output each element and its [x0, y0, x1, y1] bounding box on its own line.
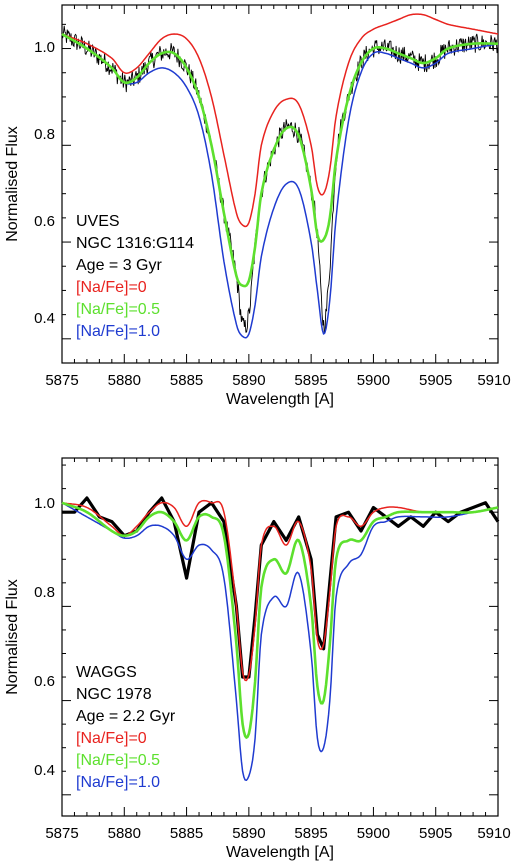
legend-series-nafe-0: [Na/Fe]=0 [76, 730, 147, 747]
legend-line-instrument: WAGGS [76, 664, 137, 681]
legend-series-nafe-10: [Na/Fe]=1.0 [76, 323, 160, 340]
observed-spectrum-line [62, 496, 500, 679]
y-tick-label: 1.0 [34, 39, 55, 56]
model-nafe-05-line [61, 501, 499, 739]
x-tick-label: 5905 [419, 372, 452, 389]
x-tick-label: 5910 [477, 825, 510, 842]
legend-line-age: Age = 3 Gyr [76, 257, 162, 274]
panel-bottom-y-axis-title: Normalised Flux [4, 579, 21, 695]
panel-bottom-x-axis-title: Wavelength [A] [226, 844, 334, 861]
legend-series-nafe-05: [Na/Fe]=0.5 [76, 752, 160, 769]
y-tick-label: 0.6 [34, 213, 55, 230]
panel-bottom-y-tick-labels: 0.4 0.6 0.8 1.0 [34, 495, 55, 779]
y-tick-label: 0.6 [34, 673, 55, 690]
x-tick-label: 5900 [357, 372, 390, 389]
panel-top-y-axis-title: Normalised Flux [4, 126, 21, 242]
model-nafe-05-line [61, 32, 499, 288]
x-tick-label: 5885 [170, 825, 203, 842]
x-tick-label: 5880 [108, 825, 141, 842]
panel-top-y-tick-labels: 0.4 0.6 0.8 1.0 [34, 39, 55, 327]
legend-series-nafe-10: [Na/Fe]=1.0 [76, 774, 160, 791]
x-tick-label: 5885 [170, 372, 203, 389]
model-nafe-10-line [61, 33, 499, 339]
x-tick-label: 5890 [232, 825, 265, 842]
legend-line-cluster: NGC 1978 [76, 686, 152, 703]
panel-top-legend: UVES NGC 1316:G114 Age = 3 Gyr [Na/Fe]=0… [76, 213, 194, 340]
panel-bottom-x-tick-labels: 5875 5880 5885 5890 5895 5900 5905 5910 [45, 825, 510, 842]
panel-top-ticks [61, 5, 499, 364]
x-tick-label: 5905 [419, 825, 452, 842]
panel-bottom: 5875 5880 5885 5890 5895 5900 5905 5910 … [4, 457, 511, 861]
model-nafe-10-line [61, 502, 499, 782]
panel-top: 5875 5880 5885 5890 5895 5900 5905 5910 … [4, 4, 511, 408]
y-tick-label: 0.4 [34, 762, 55, 779]
x-tick-label: 5895 [294, 825, 327, 842]
y-tick-label: 0.8 [34, 584, 55, 601]
model-nafe-0-line [61, 13, 499, 228]
x-tick-label: 5900 [357, 825, 390, 842]
panel-bottom-frame [61, 457, 499, 817]
x-tick-label: 5895 [294, 372, 327, 389]
x-tick-label: 5890 [232, 372, 265, 389]
x-tick-label: 5875 [45, 372, 78, 389]
legend-series-nafe-0: [Na/Fe]=0 [76, 279, 147, 296]
legend-line-cluster: NGC 1316:G114 [76, 235, 194, 252]
panel-bottom-ticks [61, 458, 499, 816]
panel-top-x-tick-labels: 5875 5880 5885 5890 5895 5900 5905 5910 [45, 372, 510, 389]
y-tick-label: 0.8 [34, 126, 55, 143]
panel-top-frame [61, 4, 499, 364]
legend-line-age: Age = 2.2 Gyr [76, 708, 176, 725]
y-tick-label: 0.4 [34, 310, 55, 327]
y-tick-label: 1.0 [34, 495, 55, 512]
model-nafe-0-line [61, 499, 499, 682]
panel-bottom-lines [61, 496, 500, 782]
x-tick-label: 5880 [108, 372, 141, 389]
panel-bottom-legend: WAGGS NGC 1978 Age = 2.2 Gyr [Na/Fe]=0 [… [76, 664, 176, 791]
legend-line-instrument: UVES [76, 213, 120, 230]
x-tick-label: 5875 [45, 825, 78, 842]
legend-series-nafe-05: [Na/Fe]=0.5 [76, 301, 160, 318]
panel-top-lines [61, 13, 499, 339]
panel-top-x-axis-title: Wavelength [A] [226, 391, 334, 408]
x-tick-label: 5910 [477, 372, 510, 389]
